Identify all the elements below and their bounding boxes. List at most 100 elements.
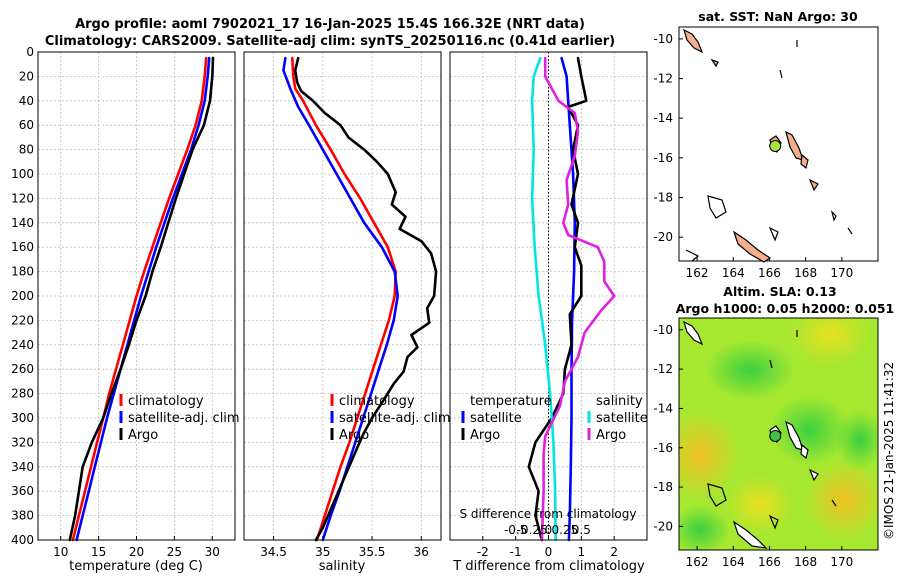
island-shape	[808, 178, 819, 192]
sdiff-tick-label: 0.25	[552, 523, 579, 537]
lat-tick-label: -12	[653, 362, 673, 376]
island-shape	[800, 153, 809, 170]
island-shape	[710, 58, 719, 68]
copyright-stamp: ©IMOS 21-Jan-2025 11:41:32	[882, 362, 896, 540]
reef-outline	[685, 249, 700, 262]
island-shape	[800, 443, 809, 460]
temperature-xlabel: temperature (deg C)	[69, 559, 203, 574]
depth-tick-label: 140	[11, 216, 34, 230]
x-tick-label: -2	[477, 545, 489, 559]
depth-tick-label: 260	[11, 362, 34, 376]
x-tick-label: 36	[414, 545, 429, 559]
depth-tick-label: 280	[11, 387, 34, 401]
lat-tick-label: -12	[653, 72, 673, 86]
reef-outline	[768, 514, 779, 530]
temperature-legend: climatology satellite-adj. clim Argo	[119, 394, 240, 443]
sla-map-title-1: Altim. SLA: 0.13	[723, 284, 836, 299]
salinity-xlabel: salinity	[319, 559, 366, 574]
depth-tick-label: 0	[26, 45, 34, 59]
float-position-marker	[769, 139, 782, 152]
x-tick-label: 0	[545, 545, 553, 559]
title-line-2: Climatology: CARS2009. Satellite-adj cli…	[45, 34, 615, 49]
depth-tick-label: 340	[11, 460, 34, 474]
lat-tick-label: -18	[653, 191, 673, 205]
sst-map-coastlines	[683, 28, 853, 263]
legend-climatology-label: climatology	[339, 394, 415, 409]
depth-tick-label: 300	[11, 411, 34, 425]
legend-argo-label: Argo	[339, 428, 369, 443]
x-tick-label: 10	[53, 545, 68, 559]
sla-map: Altim. SLA: 0.13 Argo h1000: 0.05 h2000:…	[653, 284, 894, 569]
reef-outline	[707, 195, 727, 219]
depth-tick-label: 200	[11, 289, 34, 303]
sdiff-tick-label: -0.25	[517, 523, 548, 537]
series-satellite-adj-clim	[282, 56, 399, 542]
x-tick-label: 35	[315, 545, 330, 559]
lon-tick-label: 168	[794, 555, 817, 569]
depth-tick-label: 400	[11, 533, 34, 547]
reef-outline	[847, 227, 853, 235]
sdiff-tick-label: 0.5	[572, 523, 591, 537]
temperature-panel: 10 15 20 25 30020406080100120140160180200220…	[11, 45, 240, 574]
lat-tick-label: -16	[653, 441, 673, 455]
reef-outline	[831, 499, 837, 507]
lon-tick-label: 162	[686, 555, 709, 569]
lat-tick-label: -20	[653, 519, 673, 533]
depth-tick-label: 320	[11, 435, 34, 449]
legend-satellite-label: satellite-adj. clim	[128, 411, 240, 426]
depth-tick-label: 240	[11, 338, 34, 352]
series-salinity-argo	[540, 56, 616, 542]
title-line-1: Argo profile: aoml 7902021_17 16-Jan-202…	[75, 17, 585, 32]
sst-map: sat. SST: NaN Argo: 30 -10 -12 -14 -16 -18 -2…	[653, 9, 879, 280]
sdiff-tick-label: 0	[545, 523, 553, 537]
legend-temp-satellite-label: satellite	[470, 411, 522, 426]
lon-tick-label: 164	[722, 266, 745, 280]
series-argo	[293, 56, 438, 542]
x-tick-label: 20	[129, 545, 144, 559]
lon-tick-label: 170	[830, 555, 853, 569]
tdiff-xlabel: T difference from climatology	[452, 559, 645, 574]
series-salinity-satellite	[530, 56, 557, 542]
sdiff-xlabel: S difference from climatology	[460, 507, 637, 521]
lon-tick-label: 168	[794, 266, 817, 280]
legend-satellite-label: satellite-adj. clim	[339, 411, 451, 426]
reef-outline	[707, 483, 727, 507]
sdiff-tick-label: -0.5	[504, 523, 527, 537]
depth-tick-label: 40	[19, 94, 34, 108]
x-tick-label: 25	[167, 545, 182, 559]
series-temperature-satellite	[560, 56, 577, 542]
lat-tick-label: -20	[653, 230, 673, 244]
x-tick-label: 34.5	[260, 545, 287, 559]
x-tick-label: 15	[91, 545, 106, 559]
x-tick-label: -1	[510, 545, 522, 559]
depth-tick-label: 20	[19, 69, 34, 83]
lon-tick-label: 166	[758, 555, 781, 569]
island-shape	[808, 468, 819, 482]
reef-outline	[768, 226, 779, 242]
salinity-legend: climatology satellite-adj. clim Argo	[330, 394, 451, 443]
sla-map-frame	[678, 317, 879, 551]
island-shape	[683, 320, 704, 346]
x-tick-label: 2	[610, 545, 618, 559]
sla-map-title-2: Argo h1000: 0.05 h2000: 0.051	[676, 301, 895, 316]
series-temperature-argo	[527, 56, 588, 542]
depth-tick-label: 160	[11, 240, 34, 254]
series-climatology	[71, 56, 208, 542]
legend-temperature-title: temperature	[470, 394, 552, 409]
legend-temp-argo-label: Argo	[470, 428, 500, 443]
depth-tick-label: 360	[11, 484, 34, 498]
series-satellite-adj-clim	[75, 56, 211, 542]
x-tick-label: 35.5	[359, 545, 386, 559]
depth-tick-label: 100	[11, 167, 34, 181]
series-argo	[68, 56, 215, 542]
legend-sal-satellite-label: satellite	[596, 411, 648, 426]
lat-tick-label: -16	[653, 151, 673, 165]
depth-tick-label: 220	[11, 313, 34, 327]
difference-panel: -2 -1 0 1 2 S difference from climatology -0…	[449, 51, 648, 574]
depth-tick-label: 180	[11, 265, 34, 279]
depth-tick-label: 380	[11, 509, 34, 523]
island-shape	[683, 28, 704, 54]
lon-tick-label: 162	[686, 266, 709, 280]
lat-tick-label: -14	[653, 401, 673, 415]
